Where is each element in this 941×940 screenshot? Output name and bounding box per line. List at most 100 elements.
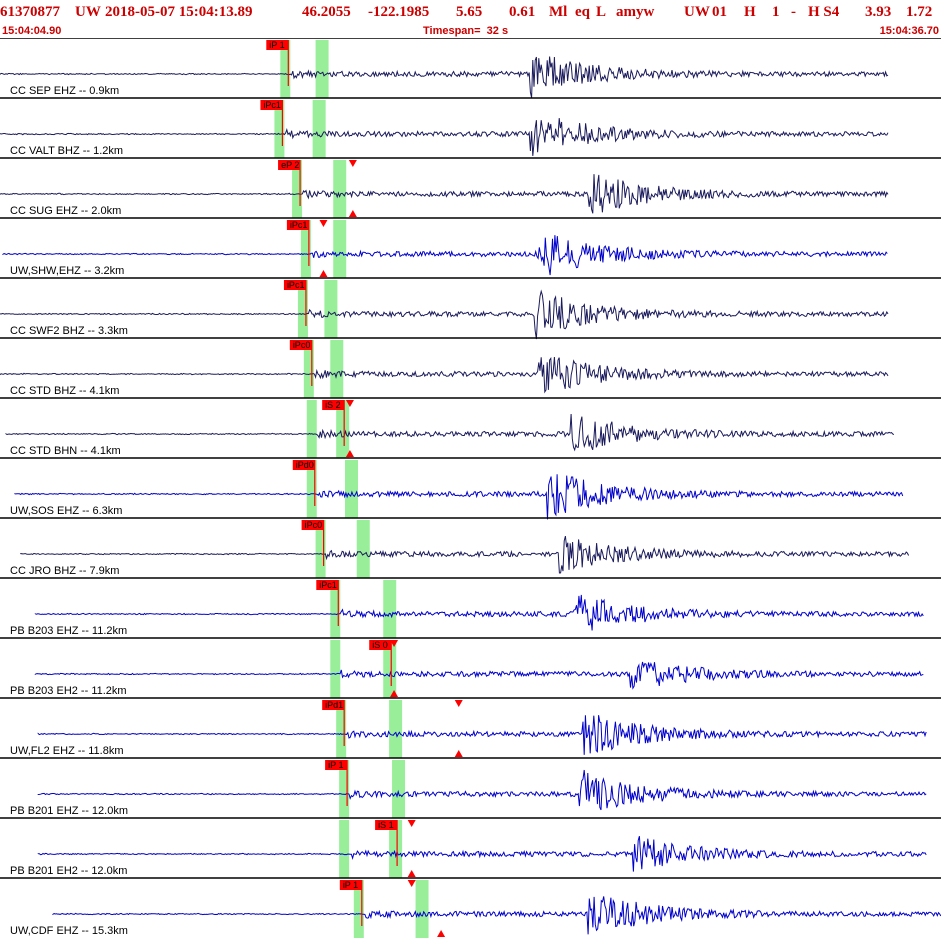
event-type: eq [575,4,590,20]
trace-label: PB B201 EHZ -- 12.0km [10,805,128,817]
trace-label: UW,CDF EHZ -- 15.3km [10,925,128,937]
pick-flag [322,700,345,710]
trace-label: CC JRO BHZ -- 7.9km [10,565,119,577]
trace-row: iPd1 UW,FL2 EHZ -- 11.8km [0,697,941,758]
trace-label: PB B201 EH2 -- 12.0km [10,865,127,877]
waveform [0,289,889,340]
marker-down-icon [348,160,357,167]
event-count: 1 [772,4,780,20]
trace-row: iP 1 UW,CDF EHZ -- 15.3km [0,877,941,938]
s-window [333,220,347,278]
pick-flag [266,40,289,50]
pick-label: iS 0 [372,640,388,650]
waveform [5,413,895,452]
trace-row: iS 0 PB B203 EH2 -- 11.2km [0,637,941,698]
trace-label: CC STD BHZ -- 4.1km [10,385,119,397]
pick-label: iS 1 [378,820,394,830]
trace-row: iPc0 CC STD BHZ -- 4.1km [0,337,941,398]
event-auth-network: UW [684,4,710,20]
marker-up-icon [390,690,399,697]
trace-row: iPc0 CC JRO BHZ -- 7.9km [0,517,941,578]
waveform [37,769,927,811]
pick-flag [325,760,348,770]
pick-label: iPd1 [325,700,343,710]
marker-up-icon [319,270,328,277]
pick-label: iP 1 [269,40,284,50]
trace-label: CC SEP EHZ -- 0.9km [10,85,119,97]
p-window [300,220,311,278]
event-version: 01 [712,4,727,20]
pick-flag [286,220,309,230]
waveform [0,356,889,394]
trace-label: UW,SHW,EHZ -- 3.2km [10,265,124,277]
s-window [336,400,350,458]
s-window [415,880,429,938]
waveform [52,896,941,935]
marker-up-icon [407,870,416,877]
trace-row: iPc1 UW,SHW,EHZ -- 3.2km [0,217,941,278]
waveform [20,535,910,574]
pick-flag [369,640,392,650]
event-quality: H [744,4,756,20]
trace-row: iP 1 PB B201 EHZ -- 12.0km [0,757,941,818]
event-magnitude: 0.61 [509,4,536,20]
trace-row: iPc1 CC VALT BHZ -- 1.2km [0,97,941,158]
marker-down-icon [407,880,416,887]
p-window [303,340,314,398]
event-datetime: 2018-05-07 15:04:13.89 [105,4,253,20]
s-window [356,520,370,578]
p-window [315,520,326,578]
s-window [389,700,403,758]
p-window [330,640,341,698]
pick-label: iPc1 [319,580,337,590]
p-window [339,760,350,818]
event-location-flag: L [596,4,607,20]
s-window [324,280,338,338]
trace-label: CC SWF2 BHZ -- 3.3km [10,325,128,337]
event-value-1: 3.93 [865,4,892,20]
marker-down-icon [407,820,416,827]
marker-down-icon [390,640,399,647]
p-window [353,880,364,938]
s-window [315,40,329,98]
marker-up-icon [345,450,354,457]
trace-row: iPc1 PB B203 EHZ -- 11.2km [0,577,941,638]
pick-label: iPc1 [290,220,308,230]
marker-down-icon [345,400,354,407]
waveform [14,474,904,520]
pick-flag [283,280,306,290]
trace-label: PB B203 EH2 -- 11.2km [10,685,127,697]
pick-flag [339,880,362,890]
p-window [292,160,303,218]
pick-flag [301,520,324,530]
trace-row: eP 2 CC SUG EHZ -- 2.0km [0,157,941,218]
waveform [2,235,888,276]
waveform [0,118,889,156]
s-window [392,760,406,818]
marker-up-icon [437,930,446,937]
event-value-2: 1.72 [906,4,933,20]
event-id: 61370877 [0,4,60,20]
pick-flag [260,100,283,110]
pick-label: iP 1 [328,760,343,770]
timespan-label: Timespan= 32 s [423,25,509,37]
event-solution: H S4 [808,4,840,20]
trace-label: PB B203 EHZ -- 11.2km [10,625,127,637]
pick-label: eP 2 [281,160,299,170]
event-summary-header: 61370877 UW 2018-05-07 15:04:13.89 46.20… [0,0,941,24]
s-window [383,580,397,638]
event-depth: 5.65 [456,4,483,20]
marker-down-icon [454,700,463,707]
pick-flag [316,580,339,590]
s-window [389,820,403,878]
pick-label: iPc1 [287,280,305,290]
event-longitude: -122.1985 [368,4,430,20]
trace-row: iPd0 UW,SOS EHZ -- 6.3km [0,457,941,520]
waveform [0,174,889,214]
event-mag-type: Ml [549,4,568,20]
pick-flag [278,160,301,170]
s-window [383,640,397,698]
pick-flag [375,820,398,830]
p-window [297,280,308,338]
p-window [339,820,350,878]
